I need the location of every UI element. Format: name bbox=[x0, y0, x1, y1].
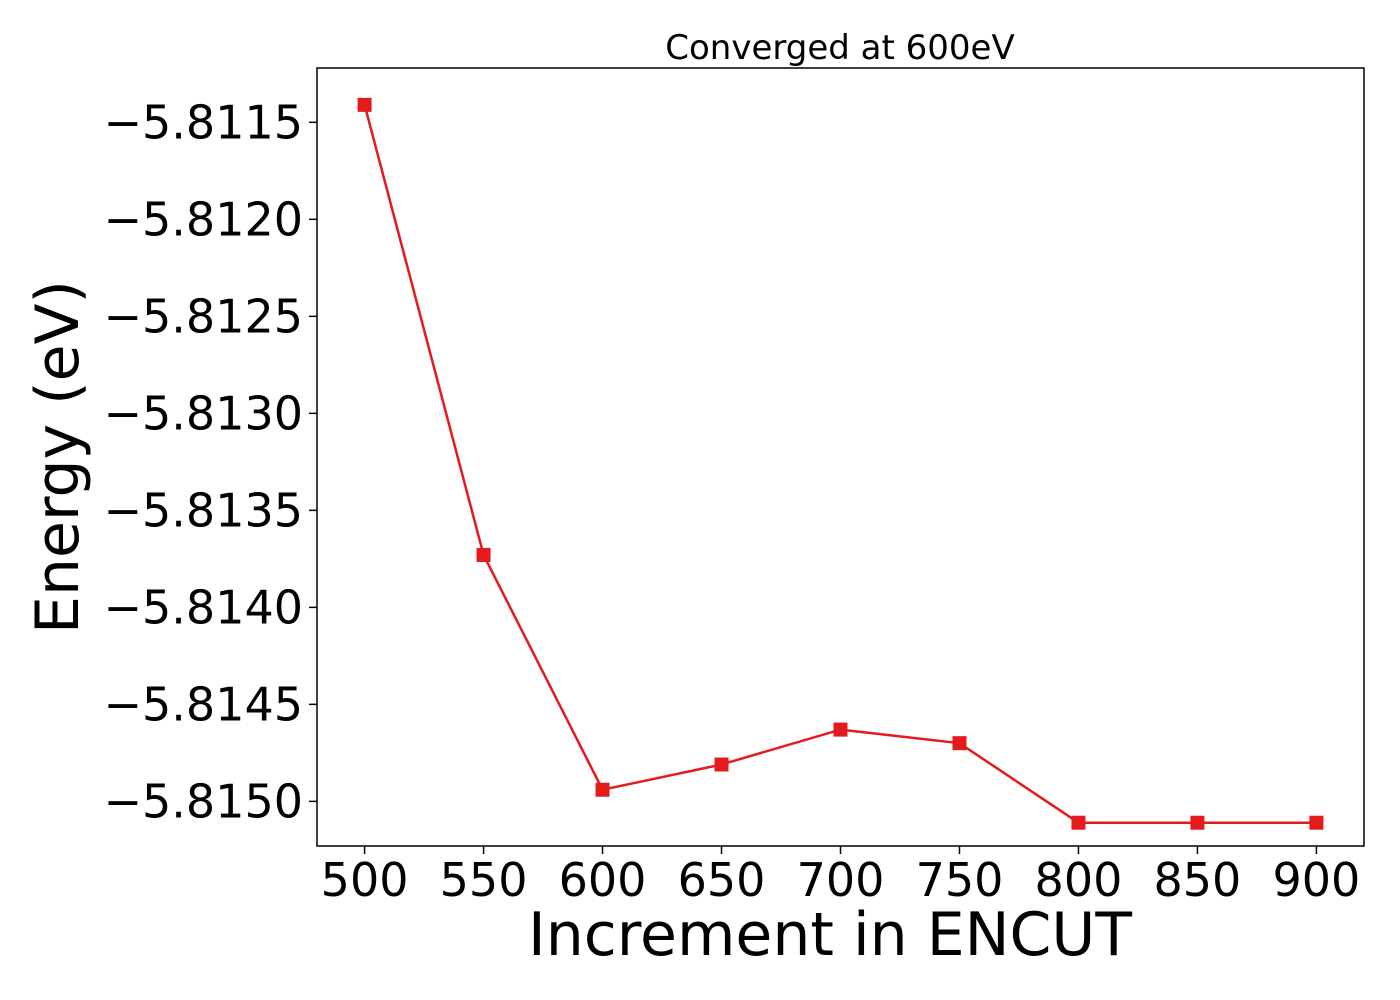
y-tick-label: −5.8115 bbox=[104, 95, 304, 149]
y-tick-label: −5.8120 bbox=[104, 192, 304, 246]
series-line bbox=[363, 104, 1317, 824]
x-axis-label: Increment in ENCUT bbox=[528, 900, 1132, 970]
data-point-marker bbox=[952, 736, 967, 751]
data-point-marker bbox=[595, 782, 610, 797]
y-tick-label: −5.8125 bbox=[104, 289, 304, 343]
x-tick-label: 800 bbox=[1035, 853, 1123, 907]
y-tick-label: −5.8130 bbox=[104, 386, 304, 440]
x-tick-label: 600 bbox=[559, 853, 647, 907]
x-tick-label: 900 bbox=[1273, 853, 1361, 907]
y-tick-label: −5.8135 bbox=[104, 483, 304, 537]
data-point-marker bbox=[714, 757, 729, 772]
y-tick-label: −5.8140 bbox=[104, 580, 304, 634]
y-tick-label: −5.8150 bbox=[104, 774, 304, 828]
data-point-marker bbox=[1071, 815, 1086, 830]
x-tick-label: 700 bbox=[797, 853, 885, 907]
chart-title: Converged at 600eV bbox=[665, 28, 1014, 68]
data-point-marker bbox=[476, 547, 491, 562]
x-tick-label: 650 bbox=[678, 853, 766, 907]
y-axis-label: Energy (eV) bbox=[23, 280, 93, 634]
data-point-marker bbox=[1309, 815, 1324, 830]
x-tick-label: 850 bbox=[1154, 853, 1242, 907]
y-tick-label: −5.8145 bbox=[104, 677, 304, 731]
data-point-marker bbox=[357, 97, 372, 112]
x-tick-label: 750 bbox=[916, 853, 1004, 907]
x-tick-label: 500 bbox=[321, 853, 409, 907]
x-tick-label: 550 bbox=[440, 853, 528, 907]
series-group bbox=[357, 97, 1324, 830]
data-point-marker bbox=[833, 722, 848, 737]
y-axis-ticks: −5.8115 −5.8120 −5.8125 −5.8130 −5.8135 −5.81… bbox=[104, 95, 317, 828]
data-point-marker bbox=[1190, 815, 1205, 830]
x-axis-ticks: 500 550 600 650 700 750 800 850 900 bbox=[321, 846, 1361, 907]
